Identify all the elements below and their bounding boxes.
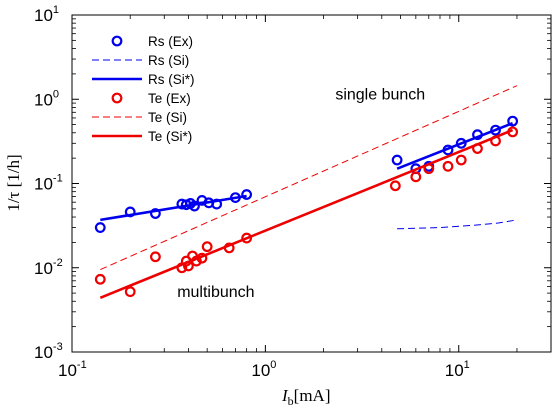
legend-label: Te (Si) bbox=[148, 110, 187, 125]
x-tick-label: 10-1 bbox=[58, 359, 87, 380]
marker-rs-ex bbox=[455, 137, 467, 149]
marker-rs-ex bbox=[507, 115, 519, 127]
line-rs-si bbox=[396, 121, 514, 170]
marker-te-ex bbox=[241, 232, 253, 244]
legend: Rs (Ex) Rs (Si) Rs (Si*) Te (Ex) Te (Si) Te (… bbox=[92, 34, 195, 144]
y-tick-label: 100 bbox=[34, 88, 59, 109]
line-te-si bbox=[100, 85, 518, 271]
annotation-multibunch: multibunch bbox=[177, 284, 254, 301]
line-te-si bbox=[99, 128, 514, 300]
plot-frame bbox=[71, 14, 552, 353]
legend-label: Rs (Si) bbox=[148, 53, 189, 68]
legend-label: Te (Ex) bbox=[148, 91, 191, 106]
legend-entry-rs-si: Rs (Si) bbox=[92, 53, 189, 68]
annotation-single-bunch: single bunch bbox=[335, 86, 425, 103]
legend-entry-rs-ex: Rs (Ex) bbox=[111, 34, 193, 49]
legend-label: Rs (Si*) bbox=[148, 72, 195, 87]
legend-entry-te-si: Te (Si*) bbox=[92, 129, 192, 144]
y-tick-label: 10-3 bbox=[34, 341, 63, 362]
marker-te-ex bbox=[410, 171, 422, 183]
series-te-si bbox=[100, 85, 518, 271]
marker-rs-ex bbox=[241, 189, 253, 200]
y-tick-label: 10-1 bbox=[34, 173, 63, 194]
y-axis-label: 1/τ [1/h] bbox=[4, 154, 23, 211]
legend-label: Te (Si*) bbox=[148, 129, 192, 144]
marker-te-ex bbox=[455, 154, 467, 166]
series-te-si bbox=[99, 128, 514, 300]
series-rs-si bbox=[100, 121, 514, 222]
marker-rs-ex bbox=[490, 124, 501, 136]
series-layer bbox=[94, 85, 519, 300]
tick-layer: 10-1 100 101 10-3 10-2 10-1 100 101 bbox=[34, 4, 552, 380]
legend-label: Rs (Ex) bbox=[148, 34, 193, 49]
x-axis-label: Ib[mA] bbox=[281, 386, 331, 408]
marker-te-ex bbox=[389, 180, 401, 192]
marker-rs-ex bbox=[150, 208, 161, 219]
legend-swatch-marker bbox=[111, 92, 123, 104]
line-rs-si bbox=[397, 219, 517, 230]
y-tick-label: 101 bbox=[34, 4, 59, 25]
legend-entry-te-ex: Te (Ex) bbox=[111, 91, 191, 106]
axis-labels: Ib[mA] 1/τ [1/h] bbox=[4, 154, 331, 408]
marker-te-ex bbox=[442, 160, 454, 172]
line-rs-si bbox=[100, 194, 247, 222]
marker-te-ex bbox=[201, 241, 213, 253]
marker-te-ex bbox=[124, 286, 136, 298]
marker-te-ex bbox=[150, 251, 161, 263]
legend-swatch-marker bbox=[111, 35, 123, 47]
marker-rs-ex bbox=[94, 222, 106, 233]
legend-entry-rs-si: Rs (Si*) bbox=[92, 72, 195, 87]
y-tick-label: 10-2 bbox=[34, 257, 63, 278]
annotation-layer: single bunch multibunch bbox=[177, 86, 425, 301]
x-tick-label: 100 bbox=[251, 359, 276, 380]
legend-entry-te-si: Te (Si) bbox=[92, 110, 187, 125]
marker-te-ex bbox=[94, 273, 106, 285]
marker-rs-ex bbox=[391, 154, 403, 166]
x-tick-label: 101 bbox=[445, 359, 470, 380]
